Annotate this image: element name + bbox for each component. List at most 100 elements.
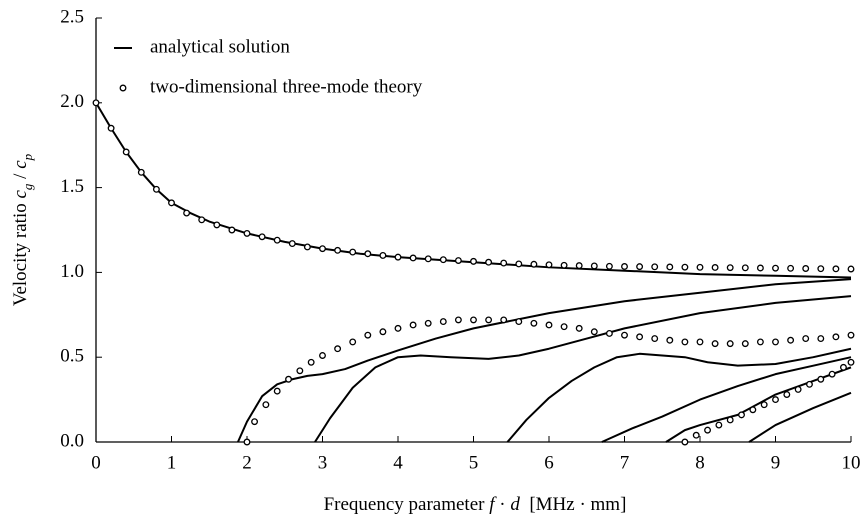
marker [485, 258, 493, 266]
marker [213, 221, 221, 229]
marker [307, 358, 315, 366]
x-tick-label: 9 [771, 452, 781, 473]
marker [681, 438, 689, 446]
marker [560, 323, 568, 331]
marker [424, 255, 432, 263]
marker [760, 401, 768, 409]
marker [379, 328, 387, 336]
marker [334, 246, 342, 254]
marker [847, 358, 855, 366]
marker [500, 316, 508, 324]
marker [802, 265, 810, 272]
y-tick-label: 1.5 [60, 176, 84, 197]
marker [749, 406, 757, 414]
marker [772, 396, 779, 404]
marker [651, 335, 659, 342]
marker [681, 263, 689, 271]
marker [288, 240, 296, 248]
marker [817, 265, 825, 273]
y-tick-label: 2.0 [60, 91, 84, 112]
marker [847, 265, 855, 273]
marker [319, 352, 326, 359]
marker [515, 260, 523, 268]
marker [772, 264, 779, 272]
curve [314, 295, 852, 443]
marker [575, 324, 583, 332]
marker [349, 338, 357, 346]
marker [711, 340, 719, 348]
marker [545, 261, 553, 269]
curve [601, 356, 852, 443]
marker [319, 245, 326, 253]
marker [666, 336, 674, 344]
marker [806, 380, 813, 388]
marker [726, 416, 734, 424]
marker [296, 367, 304, 375]
marker [285, 375, 292, 383]
marker [605, 330, 613, 337]
marker [137, 168, 145, 176]
marker [605, 262, 613, 270]
marker [122, 148, 130, 156]
marker [394, 324, 402, 332]
marker [439, 318, 447, 326]
marker [545, 321, 553, 329]
marker [621, 263, 628, 270]
curve [95, 102, 852, 279]
marker [590, 328, 598, 336]
marker [741, 264, 749, 272]
marker [787, 336, 795, 344]
marker [590, 262, 598, 270]
marker [454, 316, 462, 324]
marker [636, 263, 644, 271]
marker [409, 254, 417, 262]
marker [794, 385, 802, 393]
curve [237, 278, 852, 443]
x-tick-label: 3 [318, 452, 328, 473]
marker [243, 438, 251, 446]
marker [243, 229, 251, 237]
x-tick-label: 5 [469, 452, 479, 473]
y-tick-label: 2.5 [60, 6, 84, 27]
x-tick-label: 1 [167, 452, 177, 473]
marker [303, 243, 311, 251]
marker [802, 335, 810, 342]
marker [756, 264, 764, 272]
y-axis-label: Velocity ratio cg / cp [10, 153, 35, 306]
marker [470, 257, 477, 265]
marker [409, 321, 417, 329]
marker [828, 370, 836, 378]
marker [198, 216, 206, 224]
marker [364, 331, 372, 339]
marker [575, 262, 583, 270]
x-tick-label: 6 [544, 452, 554, 473]
marker [726, 264, 734, 272]
curve [748, 391, 852, 443]
marker [394, 253, 402, 261]
marker [168, 199, 175, 207]
marker [741, 340, 749, 348]
marker [696, 338, 704, 346]
marker [152, 185, 160, 193]
curve [665, 366, 852, 443]
marker [470, 316, 477, 324]
marker [349, 248, 357, 256]
marker [379, 251, 387, 259]
marker [715, 421, 723, 429]
marker [636, 333, 644, 341]
y-tick-label: 1.0 [60, 261, 84, 282]
x-tick-label: 7 [620, 452, 630, 473]
marker [817, 375, 825, 383]
marker [454, 257, 462, 264]
marker [334, 345, 342, 353]
legend-marker [119, 84, 127, 92]
marker [515, 318, 523, 326]
marker [692, 431, 700, 439]
marker [92, 99, 100, 107]
marker [832, 333, 840, 341]
marker [726, 340, 734, 348]
marker [273, 387, 281, 395]
y-tick-label: 0.0 [60, 430, 84, 451]
marker [262, 401, 270, 409]
